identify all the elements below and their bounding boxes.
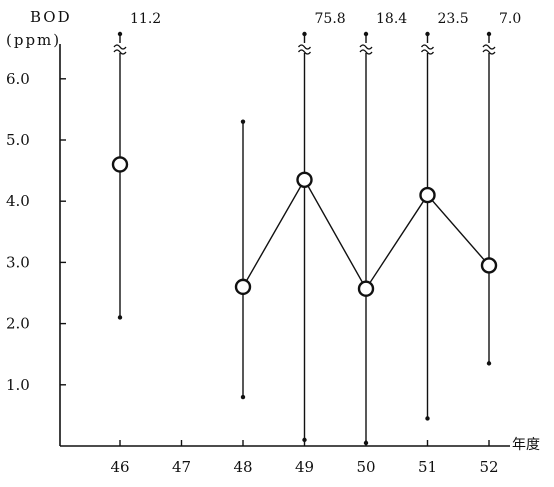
y-axis-title: BOD [30, 8, 72, 26]
mean-point [419, 186, 436, 204]
y-axis-unit: (ppm) [6, 31, 61, 49]
max-dot [425, 31, 430, 37]
axis-break-mark [113, 49, 127, 55]
axis-break-mark [359, 44, 373, 50]
axis-break-mark [359, 49, 373, 55]
max-value-label: 7.0 [499, 11, 521, 27]
x-tick-label: 47 [172, 458, 191, 476]
axis-break-mark [482, 49, 496, 55]
y-tick-label: 3.0 [6, 253, 30, 271]
y-tick-label: 5.0 [6, 131, 30, 149]
mean-point [357, 280, 375, 297]
min-dot [486, 361, 492, 366]
y-ticks: 1.0 2.0 3.0 4.0 5.0 6.0 [6, 70, 66, 394]
axis-break-mark [113, 44, 127, 50]
min-dot [302, 437, 307, 443]
min-dot [363, 440, 369, 446]
x-tick-label: 52 [479, 458, 498, 476]
y-tick-label: 6.0 [6, 70, 30, 88]
max-value-label: 23.5 [438, 11, 469, 27]
x-axis-title: 年度 [512, 437, 540, 453]
min-dot [425, 416, 430, 421]
mean-point [296, 171, 313, 188]
min-dot [240, 394, 246, 400]
x-ticks: 46 47 48 49 50 51 52 [110, 440, 499, 476]
x-tick-label: 49 [295, 458, 314, 476]
x-tick-label: 46 [110, 458, 129, 476]
axes [59, 44, 510, 447]
max-dot [363, 31, 369, 37]
axis-break-mark [297, 49, 312, 55]
max-value-label: 11.2 [130, 11, 161, 27]
max-dot [302, 31, 307, 37]
x-tick-label: 51 [418, 458, 437, 476]
mean-point [480, 257, 498, 274]
axis-break-mark [420, 44, 435, 50]
x-tick-label: 50 [356, 458, 375, 476]
mean-point [234, 278, 252, 296]
mean-point [111, 156, 129, 173]
x-tick-label: 48 [233, 458, 252, 476]
y-tick-label: 1.0 [6, 376, 30, 394]
range-bars: 11.2 75.8 18.4 23.5 7.0 [113, 11, 521, 446]
max-dot [240, 119, 246, 124]
max-value-label: 75.8 [315, 11, 346, 27]
max-dot [117, 31, 123, 37]
y-tick-label: 2.0 [6, 315, 30, 333]
min-dot [117, 315, 123, 320]
y-tick-label: 4.0 [6, 192, 30, 210]
axis-break-mark [482, 44, 496, 50]
mean-markers [111, 156, 498, 297]
max-dot [486, 31, 492, 37]
axis-break-mark [420, 49, 435, 55]
axis-break-mark [297, 44, 312, 50]
max-value-label: 18.4 [376, 11, 407, 27]
